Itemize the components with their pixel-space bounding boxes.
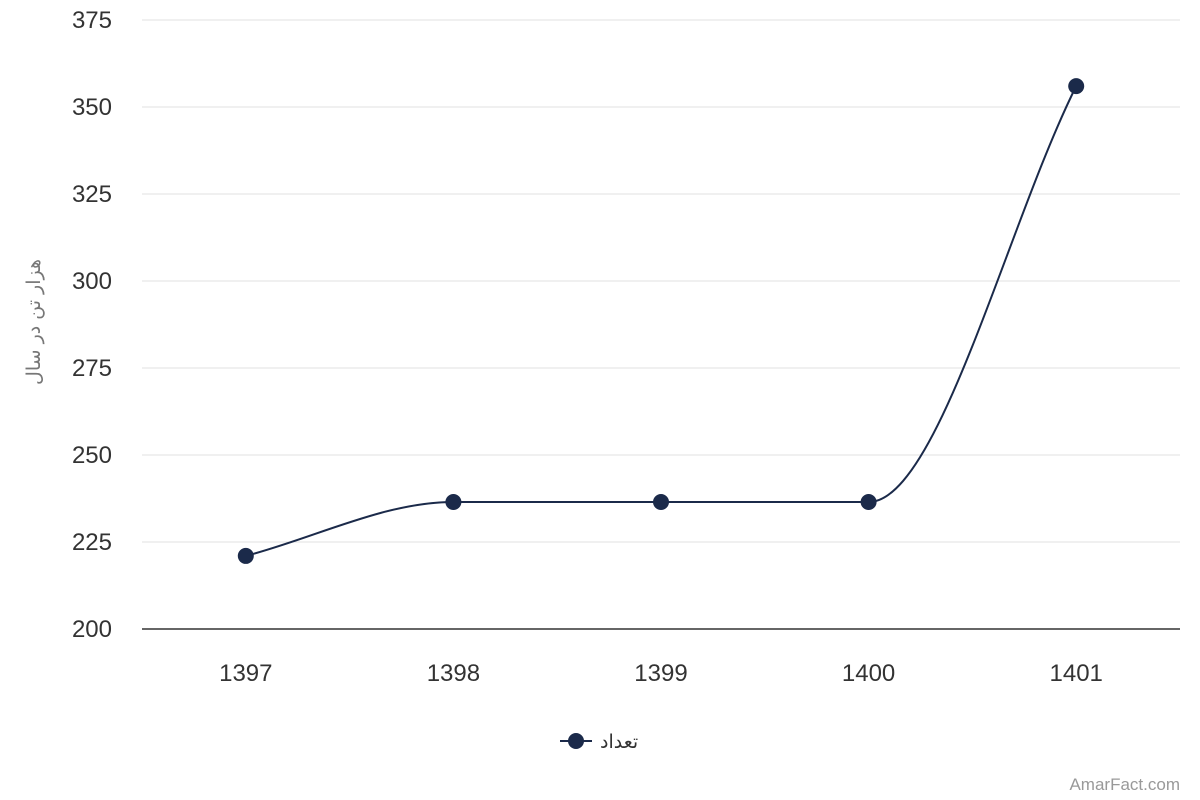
data-point[interactable] [237, 547, 254, 564]
y-axis-title: هزار تن در سال [23, 259, 45, 385]
y-tick-label: 325 [72, 181, 112, 208]
grid-lines [142, 19, 1180, 543]
legend-label: تعداد [600, 731, 638, 753]
y-tick-label: 375 [72, 7, 112, 34]
x-tick-label: 1397 [219, 660, 272, 687]
y-tick-label: 225 [72, 529, 112, 556]
legend[interactable]: تعداد [560, 731, 638, 753]
x-tick-label: 1401 [1050, 660, 1103, 687]
y-tick-label: 300 [72, 268, 112, 295]
series-group [237, 78, 1085, 564]
y-tick-label: 275 [72, 355, 112, 382]
y-tick-label: 250 [72, 442, 112, 469]
data-point[interactable] [653, 493, 669, 510]
y-axis-tick-labels: 200 225 250 275 300 325 350 375 [72, 7, 112, 643]
x-tick-label: 1399 [634, 660, 687, 687]
credit-text[interactable]: AmarFact.com [1069, 775, 1180, 794]
y-tick-label: 350 [72, 94, 112, 121]
data-point[interactable] [445, 493, 462, 510]
data-point[interactable] [1068, 78, 1085, 95]
x-axis-tick-labels: 1397 1398 1399 1400 1401 [219, 660, 1103, 687]
x-tick-label: 1398 [427, 660, 480, 687]
legend-point-marker [568, 733, 584, 749]
x-tick-label: 1400 [842, 660, 895, 687]
y-tick-label: 200 [72, 616, 112, 643]
series-line [245, 85, 1078, 557]
data-point[interactable] [860, 493, 877, 510]
